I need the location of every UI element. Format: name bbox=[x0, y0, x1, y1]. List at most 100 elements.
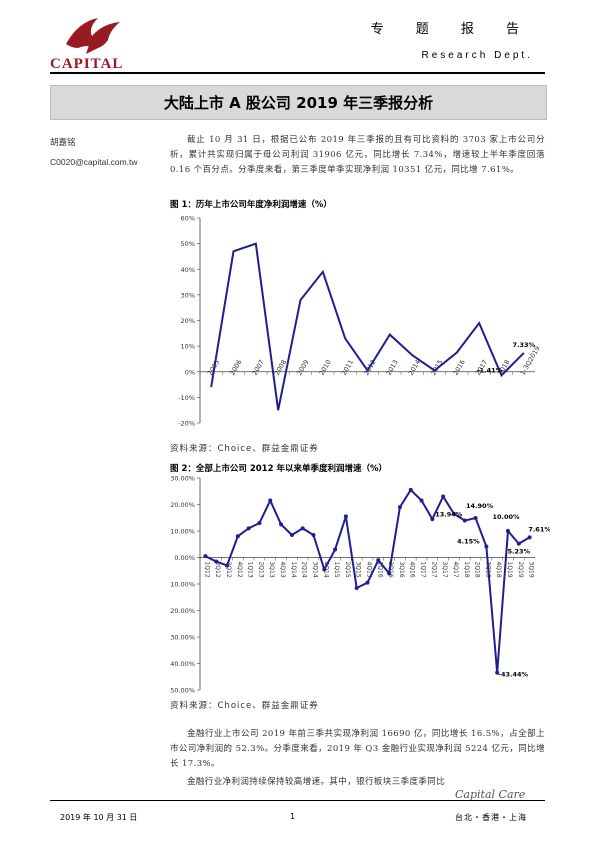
series-line bbox=[210, 242, 525, 411]
data-point bbox=[333, 547, 338, 552]
data-point bbox=[203, 554, 208, 559]
data-label: 13.94% bbox=[435, 511, 463, 519]
x-tick-label: 2Q13 bbox=[257, 562, 264, 578]
x-tick-label: 3Q13 bbox=[268, 562, 275, 578]
x-tick-label: 2013 bbox=[385, 358, 400, 376]
data-point bbox=[387, 571, 392, 576]
x-tick-label: 3Q14 bbox=[311, 562, 318, 578]
data-point bbox=[225, 563, 230, 568]
x-tick-label: 2011 bbox=[340, 358, 355, 376]
x-tick-label: 1Q16 bbox=[376, 562, 383, 578]
x-tick-label: 3Q15 bbox=[355, 562, 362, 578]
y-tick-label: 0.00% bbox=[174, 554, 195, 562]
x-tick-label: 2Q15 bbox=[344, 562, 351, 578]
data-point bbox=[473, 516, 478, 521]
data-point bbox=[462, 518, 467, 523]
data-point bbox=[279, 522, 284, 527]
x-tick-label: 1Q19 bbox=[506, 562, 513, 578]
x-tick-label: 1Q14 bbox=[290, 562, 297, 578]
data-point bbox=[376, 558, 381, 563]
data-point bbox=[268, 498, 273, 503]
figure-2-source: 资料来源：Choice、群益金鼎证券 bbox=[170, 701, 319, 711]
data-point bbox=[451, 511, 456, 516]
data-point bbox=[408, 487, 413, 492]
figure-2-title: 图 2：全部上市公司 2012 年以来单季度利润增速（%） bbox=[170, 464, 387, 474]
x-tick-label: 4Q18 bbox=[495, 562, 502, 578]
logo-text: CAPITAL bbox=[50, 56, 124, 72]
data-label: 7.33% bbox=[513, 341, 536, 349]
footer-date: 2019 年 10 月 31 日 bbox=[60, 813, 138, 822]
y-tick-label: 10% bbox=[181, 343, 195, 351]
header-divider bbox=[50, 72, 545, 74]
data-label: 10.00% bbox=[492, 513, 520, 521]
data-label: -43.44% bbox=[498, 671, 528, 679]
data-point bbox=[495, 670, 500, 675]
data-point bbox=[322, 567, 327, 572]
data-point bbox=[300, 526, 305, 531]
author-name: 胡嘉铭 bbox=[50, 138, 76, 148]
y-tick-label: 30% bbox=[181, 291, 195, 299]
quarterly-growth-chart: -50.00% -40.00% -30.00% -20.00% -10.00% 0.00%… bbox=[170, 475, 550, 695]
x-tick-label: 1Q18 bbox=[463, 562, 470, 578]
data-point bbox=[354, 585, 359, 590]
footer-divider bbox=[50, 800, 545, 801]
data-label: 5.23% bbox=[508, 548, 531, 556]
x-tick-label: 1Q17 bbox=[420, 562, 427, 578]
x-tick-label: 2007 bbox=[251, 358, 266, 376]
data-point bbox=[484, 544, 489, 549]
x-tick-label: 3Q17 bbox=[441, 562, 448, 578]
data-label: -1.41% bbox=[477, 366, 503, 374]
paragraph-3: 金融行业净利润持续保持较高增速。其中，银行板块三季度季同比 bbox=[187, 777, 446, 787]
report-title: 大陆上市 A 股公司 2019 年三季报分析 bbox=[50, 85, 547, 120]
x-tick-label: 4Q15 bbox=[366, 562, 373, 578]
figure-1-title: 图 1：历年上市公司年度净利润增速（%） bbox=[170, 200, 332, 210]
data-point bbox=[516, 541, 521, 546]
data-point bbox=[257, 521, 262, 526]
y-tick-label: 20.00% bbox=[170, 501, 195, 509]
x-tick-label: 2006 bbox=[228, 358, 243, 376]
dept-label: Research Dept. bbox=[421, 50, 533, 61]
page-number: 1 bbox=[290, 812, 296, 821]
data-point bbox=[430, 517, 435, 522]
y-tick-label: -20.00% bbox=[170, 607, 195, 615]
author-email: C0020@capital.com.tw bbox=[50, 157, 138, 167]
footer-brand-logo: Capital Care bbox=[455, 788, 526, 801]
data-point bbox=[214, 559, 219, 564]
y-tick-label: -20% bbox=[178, 420, 195, 428]
y-tick-label: 10.00% bbox=[170, 528, 195, 536]
data-point bbox=[441, 494, 446, 499]
y-tick-label: 20% bbox=[181, 317, 195, 325]
data-point bbox=[505, 529, 510, 533]
x-tick-label: 3Q16 bbox=[398, 562, 405, 578]
y-tick-label: -40.00% bbox=[170, 660, 195, 668]
data-point bbox=[246, 526, 251, 531]
figure-1-source: 资料来源：Choice、群益金鼎证券 bbox=[170, 444, 319, 454]
x-tick-label: 2Q19 bbox=[517, 562, 524, 578]
x-tick-label: 1Q13 bbox=[247, 562, 254, 578]
annual-growth-chart: -20%-10%0%10%20%30%40%50%60%2005 2006 2007… bbox=[178, 215, 542, 428]
data-label: 7.61% bbox=[528, 525, 550, 533]
x-tick-label: 4Q12 bbox=[236, 562, 243, 578]
x-tick-label: 1Q12 bbox=[203, 562, 210, 578]
data-point bbox=[419, 498, 424, 503]
data-point bbox=[311, 532, 316, 537]
x-tick-label: 3Q12 bbox=[225, 562, 232, 578]
x-tick-label: 2Q14 bbox=[301, 562, 308, 578]
x-tick-label: 2009 bbox=[295, 358, 310, 376]
x-tick-label: 1Q15 bbox=[333, 562, 340, 578]
y-tick-label: -50.00% bbox=[170, 687, 195, 695]
x-tick-label: 2Q18 bbox=[474, 562, 481, 578]
y-tick-label: 40% bbox=[181, 266, 195, 274]
y-tick-label: -30.00% bbox=[170, 634, 195, 642]
data-point bbox=[397, 505, 402, 510]
data-label: 14.90% bbox=[466, 502, 494, 510]
data-point bbox=[289, 532, 294, 537]
report-type-label: 专 题 报 告 bbox=[370, 22, 533, 37]
x-tick-label: 4Q13 bbox=[279, 562, 286, 578]
data-point bbox=[527, 535, 532, 540]
y-tick-label: 60% bbox=[181, 215, 195, 223]
footer-cities: 台北・香港・上海 bbox=[455, 813, 527, 822]
x-tick-label: 2Q17 bbox=[430, 562, 437, 578]
data-point bbox=[365, 580, 370, 585]
paragraph-1: 截止 10 月 31 日，根据已公布 2019 年三季报的且有可比资料的 370… bbox=[170, 135, 545, 175]
